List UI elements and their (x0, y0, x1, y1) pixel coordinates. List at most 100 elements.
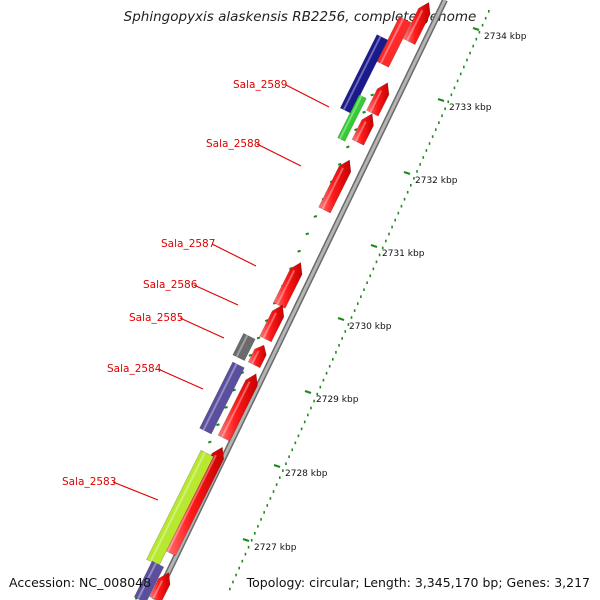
inner-tick (337, 162, 342, 166)
scale-dot (250, 538, 253, 542)
cds-red[interactable] (259, 304, 285, 343)
scale-dot (447, 100, 450, 104)
scale-dot (313, 399, 315, 403)
gene-label[interactable]: Sala_2586 (143, 279, 198, 291)
scale-dot (463, 65, 465, 69)
scale-major-tick (472, 26, 480, 32)
gene-label[interactable]: Sala_2584 (107, 363, 162, 375)
scale-dot (378, 253, 381, 257)
scale-dot (300, 427, 303, 431)
scale-dot (388, 232, 390, 236)
genome-backbone (152, 0, 448, 600)
scale-dot (453, 86, 456, 90)
cds-red[interactable] (163, 446, 225, 557)
scale-dot (428, 142, 431, 145)
inner-tick (216, 423, 220, 427)
scale-dot (353, 309, 356, 312)
scale-dot (344, 330, 347, 333)
inner-tick (232, 388, 236, 392)
cds-red[interactable] (273, 262, 303, 309)
scale-dot (288, 455, 290, 459)
cds-red[interactable] (318, 159, 352, 214)
inner-tick (224, 405, 228, 409)
scale-dot (400, 204, 403, 208)
gene-slate-bottom[interactable] (133, 560, 165, 600)
scale-dot (484, 16, 487, 20)
scale-dot (478, 30, 481, 34)
gene-label[interactable]: Sala_2587 (161, 238, 215, 250)
scale-dot (394, 218, 396, 222)
scale-dot (282, 469, 284, 472)
inner-tick (362, 110, 366, 114)
inner-tick (313, 214, 318, 218)
scale-major-tick (370, 243, 378, 249)
scale-major-tick (273, 463, 281, 469)
cds-red[interactable] (402, 1, 431, 45)
scale-dot (325, 371, 328, 375)
gene-label[interactable]: Sala_2589 (233, 79, 287, 91)
scale-dot (269, 497, 272, 500)
scale-dot (444, 107, 446, 111)
scale-dot (356, 302, 359, 305)
scale-dot (475, 37, 478, 41)
inner-tick (248, 353, 253, 357)
gene-leader-line (112, 481, 159, 501)
genome-summary-text: Topology: circular; Length: 3,345,170 bp… (246, 575, 590, 590)
inner-tick (346, 145, 350, 149)
scale-dot (229, 587, 231, 591)
cds-red[interactable] (366, 82, 390, 117)
cds-red[interactable] (149, 572, 171, 600)
inner-tick (256, 336, 261, 340)
scale-dot (369, 274, 372, 278)
gene-leader-line (179, 317, 225, 339)
scale-dot (338, 344, 340, 347)
scale-dot (413, 177, 415, 180)
cds-red[interactable] (351, 113, 374, 146)
scale-dot (372, 267, 375, 271)
gene-leader-line (256, 143, 302, 167)
gene-label[interactable]: Sala_2583 (62, 476, 116, 488)
cds-red-outer[interactable] (376, 16, 412, 68)
scale-dot (322, 378, 325, 382)
scale-major-tick (337, 316, 345, 322)
scale-dot (360, 295, 362, 298)
scale-dot (459, 72, 462, 76)
scale-dot (238, 566, 240, 570)
gene-label[interactable]: Sala_2588 (206, 138, 260, 150)
scale-dot (488, 10, 490, 13)
scale-label: 2730 kbp (349, 322, 392, 332)
scale-label: 2733 kbp (449, 103, 492, 113)
scale-dot (294, 441, 297, 445)
scale-dot (303, 420, 306, 424)
scale-dot (438, 121, 440, 124)
gene-label[interactable]: Sala_2585 (129, 312, 183, 324)
scale-dot (481, 23, 484, 27)
scale-dot (363, 288, 365, 291)
inner-tick (354, 128, 358, 132)
scale-dot (397, 211, 400, 215)
scale-dot (235, 573, 237, 577)
scale-labels: 2727 kbp 2728 kbp 2729 kbp 2730 kbp 2731 kbp… (242, 26, 527, 553)
gene-leader-line (193, 284, 239, 306)
scale-major-tick (304, 389, 312, 395)
scale-dot (254, 532, 256, 535)
inner-tick (297, 249, 301, 253)
scale-dot (422, 156, 425, 159)
gene-grey[interactable] (232, 332, 256, 362)
gene-leader-line (285, 84, 330, 108)
scale-dot (319, 385, 322, 389)
cds-red[interactable] (247, 344, 267, 369)
scale-label: 2732 kbp (415, 176, 458, 186)
gene-green[interactable] (337, 94, 367, 142)
inner-tick (370, 93, 375, 97)
scale-dot (410, 184, 412, 187)
inner-tick (207, 440, 212, 444)
gene-slate[interactable] (199, 361, 245, 435)
gene-features[interactable] (133, 1, 431, 600)
scale-dot (297, 434, 300, 438)
scale-label: 2727 kbp (254, 543, 297, 553)
scale-dot (385, 239, 387, 243)
scale-dot (347, 323, 350, 326)
cds-red[interactable] (217, 373, 258, 442)
